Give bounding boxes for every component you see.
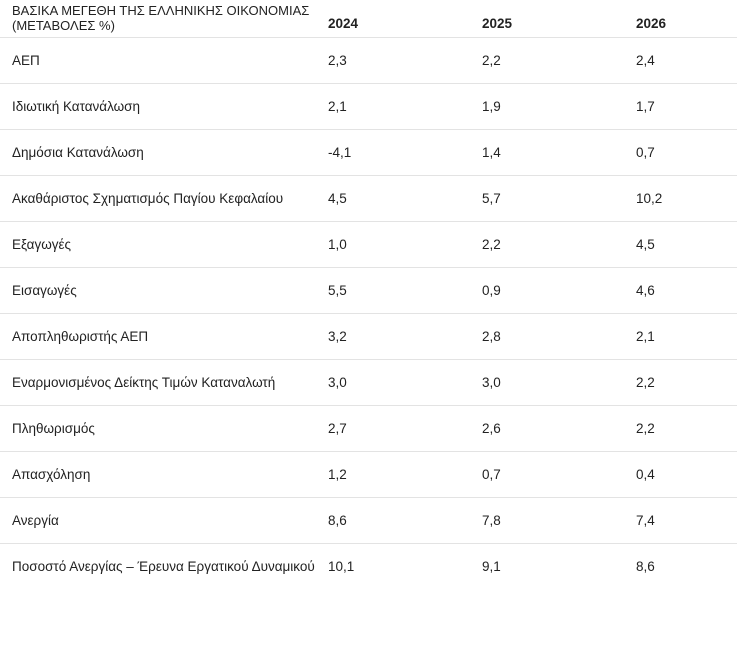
row-label: Εξαγωγές: [0, 221, 316, 268]
table-row: Ακαθάριστος Σχηματισμός Παγίου Κεφαλαίου…: [0, 175, 737, 222]
cell-value: 5,5: [316, 267, 470, 314]
table-row: Εναρμονισμένος Δείκτης Τιμών Καταναλωτή 3…: [0, 359, 737, 406]
table-row: Απασχόληση 1,2 0,7 0,4: [0, 451, 737, 498]
cell-value: 2,1: [316, 83, 470, 130]
cell-value: 5,7: [470, 175, 624, 222]
row-label: Ποσοστό Ανεργίας – Έρευνα Εργατικού Δυνα…: [12, 559, 315, 574]
table-row: Εισαγωγές 5,5 0,9 4,6: [0, 267, 737, 314]
row-label: Πληθωρισμός: [0, 405, 316, 452]
cell-value: 4,5: [316, 175, 470, 222]
table-title: ΒΑΣΙΚΑ ΜΕΓΕΘΗ ΤΗΣ ΕΛΛΗΝΙΚΗΣ ΟΙΚΟΝΟΜΙΑΣ (…: [0, 0, 316, 38]
cell-value: 4,6: [624, 267, 737, 314]
row-label: Αποπληθωριστής ΑΕΠ: [0, 313, 316, 360]
cell-value: 0,7: [624, 129, 737, 176]
cell-value: 3,0: [316, 359, 470, 406]
cell-value: 8,6: [316, 497, 470, 544]
table-row: Ανεργία 8,6 7,8 7,4: [0, 497, 737, 544]
cell-value: 10,1: [328, 559, 355, 574]
cell-value: 2,4: [624, 37, 737, 84]
column-header: 2025: [470, 0, 624, 38]
row-label: Εναρμονισμένος Δείκτης Τιμών Καταναλωτή: [0, 359, 316, 406]
table-row: Εξαγωγές 1,0 2,2 4,5: [0, 221, 737, 268]
table-row: Αποπληθωριστής ΑΕΠ 3,2 2,8 2,1: [0, 313, 737, 360]
cell-value: 1,7: [624, 83, 737, 130]
table-body: ΑΕΠ 2,3 2,2 2,4 Ιδιωτική Κατανάλωση 2,1 1,9 1,7…: [0, 37, 737, 590]
table-row: Ποσοστό Ανεργίας – Έρευνα Εργατικού Δυνα…: [0, 544, 737, 590]
row-label: Ακαθάριστος Σχηματισμός Παγίου Κεφαλαίου: [0, 175, 316, 222]
cell-value: 7,4: [624, 497, 737, 544]
cell-value: 1,4: [470, 129, 624, 176]
cell-value: 4,5: [624, 221, 737, 268]
cell-value: 2,7: [316, 405, 470, 452]
cell-value: 2,6: [470, 405, 624, 452]
cell-value: 2,2: [470, 37, 624, 84]
table-row: Δημόσια Κατανάλωση -4,1 1,4 0,7: [0, 129, 737, 176]
cell-value: 7,8: [470, 497, 624, 544]
cell-value: 2,2: [470, 221, 624, 268]
cell-value: 0,7: [470, 451, 624, 498]
cell-value: -4,1: [316, 129, 470, 176]
row-label: Δημόσια Κατανάλωση: [0, 129, 316, 176]
header-row: ΒΑΣΙΚΑ ΜΕΓΕΘΗ ΤΗΣ ΕΛΛΗΝΙΚΗΣ ΟΙΚΟΝΟΜΙΑΣ (…: [0, 0, 737, 38]
column-header: 2026: [624, 0, 737, 38]
cell-value: 0,4: [624, 451, 737, 498]
cell-value: 9,1: [482, 559, 501, 574]
cell-value: 10,2: [624, 175, 737, 222]
row-label: Απασχόληση: [0, 451, 316, 498]
table-row: Πληθωρισμός 2,7 2,6 2,2: [0, 405, 737, 452]
cell-value: 3,0: [470, 359, 624, 406]
table-row: ΑΕΠ 2,3 2,2 2,4: [0, 37, 737, 84]
cell-value: 2,2: [624, 405, 737, 452]
row-label: ΑΕΠ: [0, 37, 316, 84]
cell-value: 2,2: [624, 359, 737, 406]
row-label: Ανεργία: [0, 497, 316, 544]
cell-value: 3,2: [316, 313, 470, 360]
cell-value: 1,9: [470, 83, 624, 130]
column-header: 2024: [316, 0, 470, 38]
data-table: ΒΑΣΙΚΑ ΜΕΓΕΘΗ ΤΗΣ ΕΛΛΗΝΙΚΗΣ ΟΙΚΟΝΟΜΙΑΣ (…: [0, 0, 737, 590]
cell-value: 1,2: [316, 451, 470, 498]
row-label: Ιδιωτική Κατανάλωση: [0, 83, 316, 130]
cell-value: 2,3: [316, 37, 470, 84]
cell-value: 2,1: [624, 313, 737, 360]
cell-value: 8,6: [636, 559, 655, 574]
cell-value: 0,9: [470, 267, 624, 314]
cell-value: 1,0: [316, 221, 470, 268]
row-label: Εισαγωγές: [0, 267, 316, 314]
cell-value: 2,8: [470, 313, 624, 360]
table-row: Ιδιωτική Κατανάλωση 2,1 1,9 1,7: [0, 83, 737, 130]
